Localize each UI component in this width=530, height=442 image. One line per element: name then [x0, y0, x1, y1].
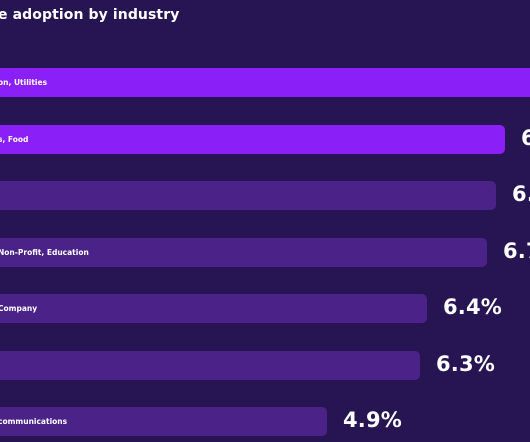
bar-label: s, Food — [0, 134, 29, 144]
bar — [0, 124, 505, 154]
bar — [0, 237, 487, 267]
bar-label: Company — [0, 304, 38, 313]
bar — [0, 350, 420, 380]
bar-label: on, Utilities — [0, 78, 48, 87]
chart-title: e adoption by industry — [0, 7, 180, 23]
value-label: 6.3% — [436, 351, 496, 376]
bar — [0, 407, 327, 436]
value-label: 6 — [521, 125, 530, 150]
bar — [0, 68, 530, 97]
bar — [0, 294, 427, 323]
bar-label: Non-Profit, Education — [0, 247, 89, 257]
value-label: 6.7 — [503, 238, 530, 263]
bar-label: communications — [0, 417, 68, 426]
bar — [0, 181, 496, 210]
value-label: 4.9% — [343, 408, 403, 432]
value-label: 6.4% — [443, 295, 503, 319]
value-label: 6. — [512, 182, 530, 206]
